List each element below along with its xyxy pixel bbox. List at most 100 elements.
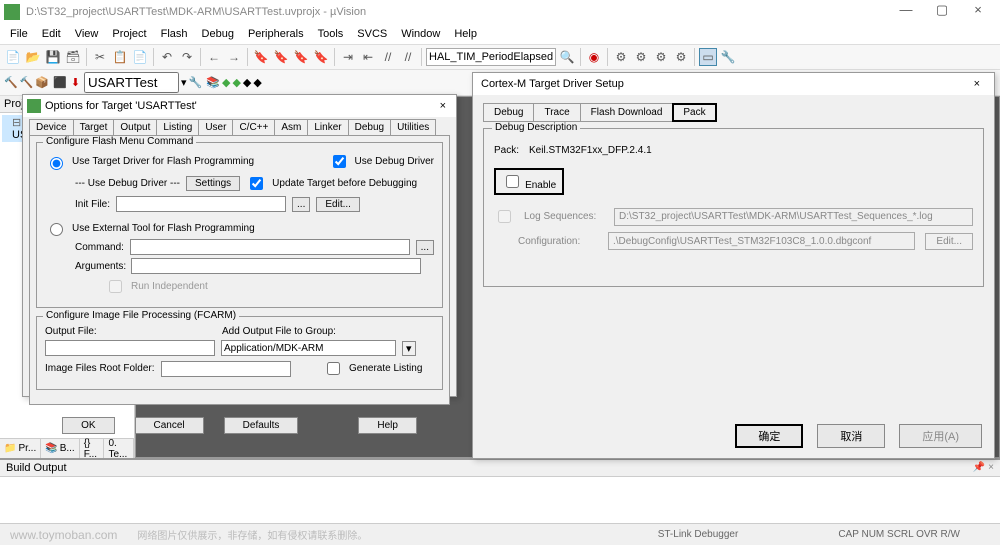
pack2-icon[interactable]: ◆ — [232, 76, 240, 89]
edit-button[interactable]: Edit... — [316, 197, 360, 212]
settings-button[interactable]: Settings — [186, 176, 240, 191]
build-output-pin-icon[interactable]: 📌 × — [973, 462, 994, 474]
tab-asm[interactable]: Asm — [274, 119, 308, 135]
menu-help[interactable]: Help — [448, 26, 483, 42]
menu-svcs[interactable]: SVCS — [351, 26, 393, 42]
undo-icon[interactable]: ↶ — [158, 48, 176, 66]
app-group-input[interactable] — [221, 340, 396, 356]
tab-debug[interactable]: Debug — [348, 119, 391, 135]
outdent-icon[interactable]: ⇤ — [359, 48, 377, 66]
build-icon[interactable]: 🔨 — [4, 76, 18, 89]
cortex-apply-button[interactable]: 应用(A) — [899, 424, 982, 448]
cfg3-icon[interactable]: ⚙ — [652, 48, 670, 66]
open-icon[interactable]: 📂 — [24, 48, 42, 66]
cortex-cancel-button[interactable]: 取消 — [817, 424, 885, 448]
cfg-icon[interactable]: ⚙ — [612, 48, 630, 66]
debug-icon[interactable]: ◉ — [585, 48, 603, 66]
copy-icon[interactable]: 📋 — [111, 48, 129, 66]
target-combo[interactable] — [84, 72, 179, 93]
menu-project[interactable]: Project — [106, 26, 152, 42]
dropdown-icon[interactable]: ▾ — [181, 76, 187, 89]
tab-cortex-debug[interactable]: Debug — [483, 103, 534, 122]
cfg2-icon[interactable]: ⚙ — [632, 48, 650, 66]
close-button[interactable]: × — [960, 2, 996, 22]
wrench-icon[interactable]: 🔧 — [719, 48, 737, 66]
menu-edit[interactable]: Edit — [36, 26, 67, 42]
cancel-button[interactable]: Cancel — [135, 417, 204, 434]
tab-linker[interactable]: Linker — [307, 119, 348, 135]
tab-device[interactable]: Device — [29, 119, 74, 135]
gen-listing-check[interactable] — [327, 362, 340, 375]
find-combo[interactable] — [426, 48, 556, 66]
command-input[interactable] — [130, 239, 410, 255]
manage-icon[interactable]: 📚 — [206, 76, 220, 89]
paste-icon[interactable]: 📄 — [131, 48, 149, 66]
update-target-check[interactable] — [250, 177, 263, 190]
tab-project[interactable]: 📁Pr... — [0, 439, 41, 458]
tab-books[interactable]: 📚B... — [41, 439, 79, 458]
use-target-driver-radio[interactable] — [50, 157, 63, 170]
use-debug-driver-check[interactable] — [333, 155, 346, 168]
ok-button[interactable]: OK — [62, 417, 114, 434]
menu-view[interactable]: View — [69, 26, 105, 42]
cut-icon[interactable]: ✂ — [91, 48, 109, 66]
redo-icon[interactable]: ↷ — [178, 48, 196, 66]
build-output-content[interactable] — [0, 477, 1000, 523]
tab-user[interactable]: User — [198, 119, 233, 135]
init-file-input[interactable] — [116, 196, 286, 212]
browse-button[interactable]: ... — [292, 197, 310, 212]
box-icon[interactable]: ▭ — [699, 48, 717, 66]
menu-tools[interactable]: Tools — [312, 26, 350, 42]
rebuild-icon[interactable]: 🔨 — [20, 76, 34, 89]
options-icon[interactable]: 🔧 — [189, 76, 203, 89]
menu-debug[interactable]: Debug — [196, 26, 240, 42]
minimize-button[interactable]: — — [888, 2, 924, 22]
cortex-ok-button[interactable]: 确定 — [735, 424, 803, 448]
download-icon[interactable]: ⬇ — [71, 76, 80, 89]
tab-functions[interactable]: {} F... — [80, 439, 105, 458]
pack3-icon[interactable]: ◆ — [243, 76, 251, 89]
menu-file[interactable]: File — [4, 26, 34, 42]
stop-icon[interactable]: ⬛ — [53, 76, 67, 89]
help-button[interactable]: Help — [358, 417, 417, 434]
batch-icon[interactable]: 📦 — [35, 76, 49, 89]
tab-listing[interactable]: Listing — [156, 119, 199, 135]
pack4-icon[interactable]: ◆ — [253, 76, 261, 89]
defaults-button[interactable]: Defaults — [224, 417, 299, 434]
save-icon[interactable]: 💾 — [44, 48, 62, 66]
indent-icon[interactable]: ⇥ — [339, 48, 357, 66]
saveall-icon[interactable]: 🗃 — [64, 48, 82, 66]
new-icon[interactable]: 📄 — [4, 48, 22, 66]
maximize-button[interactable]: ▢ — [924, 2, 960, 22]
tab-cortex-pack[interactable]: Pack — [672, 103, 716, 122]
command-browse-button[interactable]: ... — [416, 240, 434, 255]
menu-window[interactable]: Window — [395, 26, 446, 42]
use-external-radio[interactable] — [50, 223, 63, 236]
tab-templates[interactable]: 0. Te... — [104, 439, 134, 458]
tab-cortex-flash[interactable]: Flash Download — [580, 103, 674, 122]
arguments-input[interactable] — [131, 258, 421, 274]
tab-cortex-trace[interactable]: Trace — [533, 103, 580, 122]
output-file-input[interactable] — [45, 340, 215, 356]
back-icon[interactable]: ← — [205, 48, 223, 66]
forward-icon[interactable]: → — [225, 48, 243, 66]
comment-icon[interactable]: // — [379, 48, 397, 66]
group-dropdown-icon[interactable]: ▾ — [402, 341, 416, 356]
uncomment-icon[interactable]: // — [399, 48, 417, 66]
enable-check[interactable] — [506, 175, 519, 188]
menu-flash[interactable]: Flash — [155, 26, 194, 42]
tab-target[interactable]: Target — [73, 119, 115, 135]
image-root-input[interactable] — [161, 361, 291, 377]
cfg4-icon[interactable]: ⚙ — [672, 48, 690, 66]
tab-output[interactable]: Output — [113, 119, 157, 135]
bookmark3-icon[interactable]: 🔖 — [292, 48, 310, 66]
cortex-close-button[interactable]: × — [968, 78, 986, 90]
config-edit-button[interactable]: Edit... — [925, 233, 973, 250]
options-close-button[interactable]: × — [434, 100, 452, 112]
bookmark-icon[interactable]: 🔖 — [252, 48, 270, 66]
tab-utilities[interactable]: Utilities — [390, 119, 436, 135]
find-icon[interactable]: 🔍 — [558, 48, 576, 66]
bookmark4-icon[interactable]: 🔖 — [312, 48, 330, 66]
tab-cpp[interactable]: C/C++ — [232, 119, 275, 135]
bookmark2-icon[interactable]: 🔖 — [272, 48, 290, 66]
